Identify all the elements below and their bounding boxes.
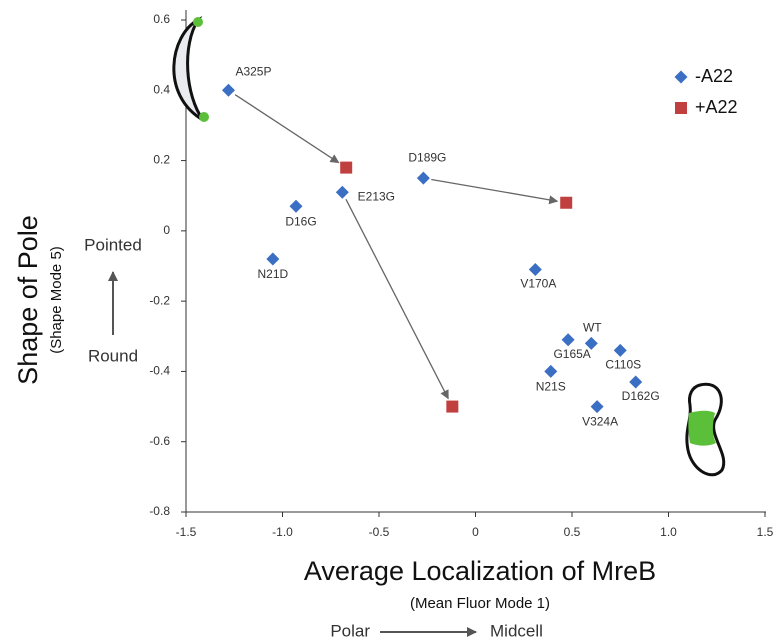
point (629, 375, 642, 388)
chart: Average Localization of MreB (Mean Fluor… (0, 0, 776, 643)
connector-arrow (346, 199, 448, 398)
point (560, 197, 572, 209)
x-axis-title: Average Localization of MreB (304, 556, 656, 586)
point (562, 333, 575, 346)
point-label: V170A (520, 277, 556, 291)
y-axis-title: Shape of Pole (13, 215, 43, 385)
point (336, 186, 349, 199)
point (529, 263, 542, 276)
x-tick-label: 1.0 (660, 525, 677, 539)
point-label: WT (583, 320, 602, 334)
x-tick-label: 0 (472, 525, 479, 539)
y-axis-note: (Shape Mode 5) (48, 246, 65, 354)
x-tick-label: -1.5 (176, 525, 197, 539)
point (222, 84, 235, 97)
y-tick-label: -0.4 (149, 364, 170, 378)
point-label: C110S (605, 358, 641, 372)
point-label: G165A (553, 347, 590, 361)
point-label: A325P (235, 64, 271, 78)
y-direction-label: Round (88, 346, 138, 365)
legend-marker (675, 71, 688, 84)
point-label: D162G (622, 389, 660, 403)
point-label: D16G (285, 214, 316, 228)
x-tick-label: 0.5 (564, 525, 581, 539)
point-label: N21S (536, 380, 566, 394)
y-tick-label: 0.6 (153, 12, 170, 26)
x-direction-label: Midcell (490, 621, 543, 640)
y-tick-label: -0.6 (149, 434, 170, 448)
connector-arrow (235, 95, 339, 163)
x-axis-note: (Mean Fluor Mode 1) (410, 595, 550, 612)
point (614, 344, 627, 357)
point (417, 172, 430, 185)
x-tick-label: 1.5 (757, 525, 774, 539)
y-direction-label: Pointed (84, 235, 142, 254)
x-tick-label: -1.0 (272, 525, 293, 539)
legend-label: -A22 (695, 66, 733, 86)
y-tick-label: 0 (163, 223, 170, 237)
point (544, 365, 557, 378)
point (266, 252, 279, 265)
x-direction-label: Polar (330, 621, 370, 640)
connector-arrow (431, 180, 557, 202)
x-tick-label: -0.5 (369, 525, 390, 539)
plot-area: -1.5 -1.0 -0.5 0 0.5 1.0 1.5 0.6 0.4 0.2 0 -0.2 -0.4… (149, 12, 773, 539)
y-tick-label: -0.2 (149, 293, 170, 307)
point-label: E213G (358, 189, 395, 203)
point-label: N21D (258, 267, 289, 281)
point-label: V324A (582, 415, 618, 429)
legend-marker (675, 102, 687, 114)
y-tick-label: -0.8 (149, 504, 170, 518)
y-tick-label: 0.4 (153, 82, 170, 96)
point-label: D189G (408, 150, 446, 164)
y-tick-label: 0.2 (153, 153, 170, 167)
point (591, 400, 604, 413)
point (290, 200, 303, 213)
cell-icon-pointed (174, 17, 209, 122)
cell-icon-round (687, 384, 724, 475)
point (446, 401, 458, 413)
point (340, 162, 352, 174)
legend-label: +A22 (695, 97, 738, 117)
